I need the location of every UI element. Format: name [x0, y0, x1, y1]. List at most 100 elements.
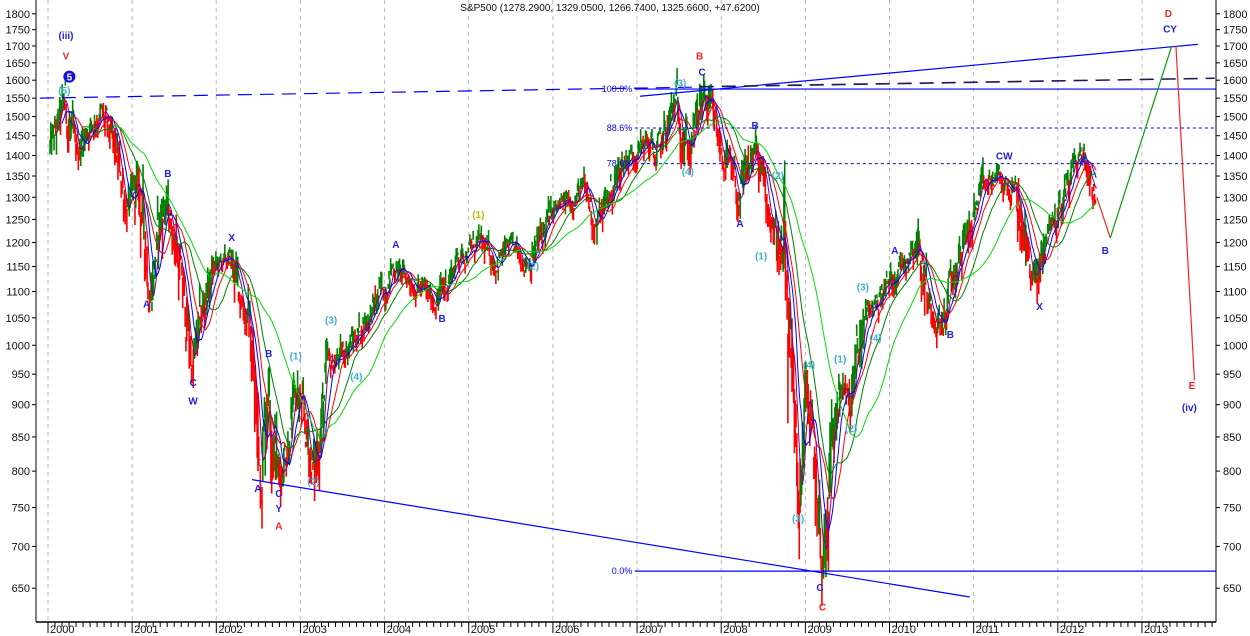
- y-tick-label-left: 1550: [6, 93, 30, 105]
- y-tick-label-left: 850: [12, 432, 30, 444]
- wave-label: (3): [325, 315, 337, 326]
- wave-label: W: [188, 397, 198, 408]
- x-tick-label: 2004: [387, 624, 411, 636]
- y-tick-label-right: 1750: [1223, 25, 1247, 37]
- y-tick-label-right: 1350: [1223, 171, 1247, 183]
- y-tick-label-right: 1400: [1223, 151, 1247, 163]
- moving-average-ma1: [55, 95, 1097, 550]
- y-tick-label-right: 950: [1223, 369, 1241, 381]
- wave-label: C: [275, 489, 282, 500]
- wave-5-circle-icon: [63, 70, 76, 83]
- wave-label: B: [164, 169, 171, 180]
- fib-level-label: 100.0%: [602, 84, 633, 94]
- wave-label: (2): [845, 424, 857, 435]
- wave-label: C: [699, 67, 706, 78]
- wave-label: (2): [772, 171, 784, 182]
- y-tick-label-left: 900: [12, 400, 30, 412]
- wave-label: D: [1165, 9, 1172, 20]
- x-tick-label: 2003: [302, 624, 326, 636]
- x-tick-label: 2011: [976, 624, 1000, 636]
- wave-label: A: [143, 299, 150, 310]
- y-tick-label-right: 1100: [1223, 287, 1247, 299]
- projection-down-b: [1096, 197, 1111, 238]
- y-tick-label-right: 1800: [1223, 9, 1247, 21]
- y-tick-label-left: 1500: [6, 112, 30, 124]
- wave-label: A: [891, 246, 898, 257]
- wave-label: E: [1189, 381, 1196, 392]
- y-tick-label-right: 750: [1223, 503, 1241, 515]
- moving-average-ma5: [113, 121, 1097, 438]
- x-tick-label: 2000: [50, 624, 74, 636]
- projection-down-e: [1175, 45, 1196, 381]
- lower-support-trendline: [251, 479, 970, 598]
- x-tick-label: 2008: [723, 624, 747, 636]
- wave-label: (1): [834, 355, 846, 366]
- wave-label: (5): [58, 86, 70, 97]
- y-tick-label-right: 900: [1223, 400, 1241, 412]
- wave-label: B: [752, 121, 759, 132]
- wave-label: B: [947, 330, 954, 341]
- y-tick-label-left: 750: [12, 503, 30, 515]
- fib-level-label: 88.6%: [607, 123, 633, 133]
- y-tick-label-left: 1600: [6, 75, 30, 87]
- black-dashed-trendline: [699, 77, 1215, 88]
- y-tick-label-left: 800: [12, 466, 30, 478]
- y-tick-label-left: 1450: [6, 131, 30, 143]
- wave-label: (1): [290, 352, 302, 363]
- y-tick-label-right: 700: [1223, 541, 1241, 553]
- y-tick-label-right: 1300: [1223, 192, 1247, 204]
- x-tick-label: 2007: [639, 624, 663, 636]
- y-tick-label-left: 1100: [6, 287, 30, 299]
- wave-label: (2): [307, 477, 319, 488]
- wave-label: B: [265, 349, 272, 360]
- price-bars: [49, 68, 1098, 606]
- x-tick-label: 2005: [471, 624, 495, 636]
- x-tick-label: 2013: [1144, 624, 1168, 636]
- x-tick-label: 2001: [134, 624, 158, 636]
- wave-label: (4): [869, 334, 881, 345]
- y-tick-label-right: 1700: [1223, 41, 1247, 53]
- y-tick-label-right: 1500: [1223, 112, 1247, 124]
- y-tick-label-left: 1400: [6, 151, 30, 163]
- wave-label: A: [254, 484, 261, 495]
- y-tick-label-left: 1350: [6, 171, 30, 183]
- projection-up-d: [1109, 45, 1173, 238]
- fib-level-label: 78.6%: [607, 159, 633, 169]
- fib-level-label: 0.0%: [612, 566, 633, 576]
- wave-label: A: [392, 240, 399, 251]
- y-tick-label-left: 1300: [6, 192, 30, 204]
- wave-label: (1): [472, 210, 484, 221]
- wave-label: V: [63, 52, 70, 63]
- wave-label: (3): [792, 514, 804, 525]
- x-tick-label: 2002: [218, 624, 242, 636]
- y-tick-label-right: 1650: [1223, 58, 1247, 70]
- y-tick-label-left: 1200: [6, 237, 30, 249]
- y-tick-label-right: 850: [1223, 432, 1241, 444]
- x-tick-label: 2009: [807, 624, 831, 636]
- wave-label: (4): [803, 360, 815, 371]
- y-tick-label-left: 1750: [6, 25, 30, 37]
- wave-label: CY: [1163, 25, 1177, 36]
- y-tick-label-left: 1150: [6, 261, 30, 273]
- y-tick-label-right: 1150: [1223, 261, 1247, 273]
- y-tick-label-left: 1050: [6, 313, 30, 325]
- y-tick-label-right: 800: [1223, 466, 1241, 478]
- y-tick-label-right: 1550: [1223, 93, 1247, 105]
- wave-label: (4): [682, 167, 694, 178]
- y-tick-label-left: 950: [12, 369, 30, 381]
- wave-label: (3): [674, 79, 686, 90]
- wave-label: X: [1036, 302, 1043, 313]
- wave-label: CW: [996, 151, 1013, 162]
- y-tick-label-right: 650: [1223, 583, 1241, 595]
- y-tick-label-right: 1600: [1223, 75, 1247, 87]
- y-tick-label-left: 1650: [6, 58, 30, 70]
- wave-label: (2): [527, 261, 539, 272]
- wave-label: A: [1079, 157, 1086, 168]
- wave-label: (4): [350, 372, 362, 383]
- x-tick-label: 2006: [555, 624, 579, 636]
- wave-label: B: [1102, 246, 1109, 257]
- wave-label: Y: [276, 504, 283, 515]
- y-tick-label-left: 1000: [6, 340, 30, 352]
- y-tick-label-right: 1050: [1223, 313, 1247, 325]
